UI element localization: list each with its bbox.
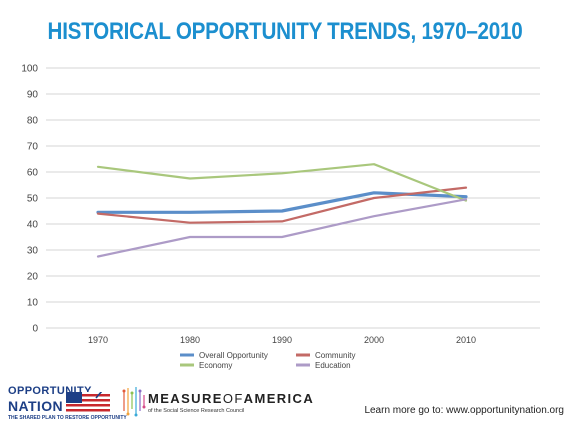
moa-subtitle: of the Social Science Research Council bbox=[148, 408, 245, 414]
y-tick-label: 80 bbox=[27, 116, 39, 127]
x-tick-label: 2010 bbox=[456, 335, 476, 345]
y-tick-label: 0 bbox=[32, 324, 38, 335]
y-tick-label: 40 bbox=[27, 220, 39, 231]
x-tick-label: 1990 bbox=[272, 335, 292, 345]
moa-america-text: AMERICA bbox=[243, 391, 315, 406]
series-line-education bbox=[96, 198, 468, 258]
gridlines bbox=[46, 67, 540, 329]
legend: Overall Opportunity Community Economy Educa… bbox=[180, 351, 355, 370]
learn-more-link[interactable]: Learn more go to: www.opportunitynation.… bbox=[364, 405, 564, 416]
y-tick-label: 10 bbox=[27, 298, 39, 309]
flag-icon bbox=[66, 392, 110, 414]
y-tick-label: 60 bbox=[27, 168, 39, 179]
moa-measure-text: MEASURE bbox=[148, 391, 223, 406]
y-tick-label: 70 bbox=[27, 142, 39, 153]
legend-label: Economy bbox=[199, 361, 232, 370]
y-tick-label: 20 bbox=[27, 272, 39, 283]
x-tick-label: 1980 bbox=[180, 335, 200, 345]
legend-label: Overall Opportunity bbox=[199, 351, 268, 360]
measure-of-america-logo[interactable]: MEASUREOFAMERICA bbox=[148, 391, 314, 406]
x-tick-label: 1970 bbox=[88, 335, 108, 345]
footer-logos: OPPORTUNITY NATION THE SHARED PLAN TO RE… bbox=[8, 381, 313, 423]
logo-tagline: THE SHARED PLAN TO RESTORE OPPORTUNITY bbox=[8, 415, 127, 421]
legend-label: Education bbox=[315, 361, 351, 370]
y-tick-label: 90 bbox=[27, 90, 39, 101]
chart-title: HISTORICAL OPPORTUNITY TRENDS, 1970–2010 bbox=[47, 18, 523, 45]
measure-of-america-icon bbox=[122, 387, 146, 417]
legend-label: Community bbox=[315, 351, 355, 360]
y-tick-label: 30 bbox=[27, 246, 39, 257]
logo-nation-text: NATION bbox=[8, 398, 64, 414]
y-tick-label: 50 bbox=[27, 194, 39, 205]
y-axis-ticks: 0 10 20 30 40 50 60 70 80 90 100 bbox=[21, 64, 38, 335]
series-line-community bbox=[96, 186, 468, 224]
x-axis-ticks: 1970 1980 1990 2000 2010 bbox=[88, 335, 476, 345]
series-lines bbox=[96, 163, 468, 258]
moa-of-text: OF bbox=[222, 391, 244, 406]
line-chart: 0 10 20 30 40 50 60 70 80 90 100 1970 1980 1990 2000 2… bbox=[21, 64, 540, 370]
opportunity-nation-logo[interactable]: OPPORTUNITY NATION THE SHARED PLAN TO RE… bbox=[8, 383, 127, 421]
x-tick-label: 2000 bbox=[364, 335, 384, 345]
y-tick-label: 100 bbox=[21, 64, 38, 75]
